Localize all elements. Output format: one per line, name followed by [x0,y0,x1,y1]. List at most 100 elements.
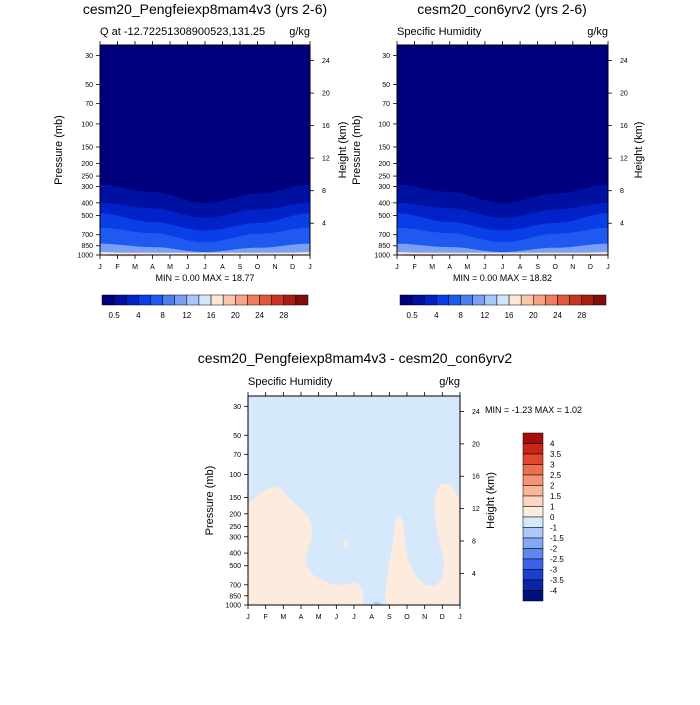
month-label: A [220,264,225,271]
height-tick-label: 24 [472,409,480,416]
colorbar-swatch [125,294,139,306]
pressure-tick-label: 300 [229,534,241,541]
colorbar-swatch [581,294,595,306]
height-tick-label: 4 [472,571,476,578]
colorbar-swatch [520,294,534,306]
y-axis-label: Pressure (mb) [53,115,65,185]
colorbar-label: 0.5 [109,311,121,320]
month-label: J [98,264,102,271]
month-label: S [387,614,392,621]
pressure-tick-label: 1000 [225,603,241,610]
height-tick-label: 24 [620,58,628,65]
colorbar-swatch [522,506,544,518]
pressure-tick-label: 100 [378,121,390,128]
colorbar-swatch [138,294,151,306]
month-label: M [464,264,470,271]
height-tick-label: 4 [322,221,326,228]
height-tick-label: 8 [620,188,624,195]
min-max-stats: MIN = 0.00 MAX = 18.77 [155,273,254,283]
colorbar-swatch [522,453,544,465]
colorbar-swatch [162,294,175,306]
colorbar-swatch [522,432,544,444]
colorbar-swatch [522,537,544,549]
month-label: J [501,264,505,271]
colorbar-label: 16 [207,311,216,320]
colorbar-label: 2.5 [550,471,562,480]
colorbar-label: 4 [550,440,555,449]
pressure-tick-label: 200 [81,161,93,168]
panel-1: cesm20_Pengfeiexp8mam4v3 (yrs 2-6) Q at -… [53,1,349,271]
chart-title: cesm20_Pengfeiexp8mam4v3 - cesm20_con6yr… [198,350,513,366]
pressure-tick-label: 70 [382,101,390,108]
month-label: M [132,264,138,271]
colorbar-swatch [271,294,285,306]
month-label: F [264,614,268,621]
colorbar-label: 28 [279,311,288,320]
month-label: M [167,264,173,271]
colorbar-swatch [150,294,163,306]
colorbar-swatch [198,294,212,306]
pressure-tick-label: 850 [229,593,241,600]
month-label: J [246,614,250,621]
month-label: J [335,614,339,621]
month-label: O [255,264,261,271]
colorbar-swatch [522,579,544,591]
subtitle-units: g/kg [439,376,460,388]
panel-3: cesm20_Pengfeiexp8mam4v3 - cesm20_con6yr… [198,350,513,621]
humidity-band [397,243,608,255]
height-tick-label: 16 [472,474,480,481]
pressure-tick-label: 500 [229,563,241,570]
diff-positive-region [248,487,364,605]
pressure-tick-label: 30 [382,53,390,60]
pressure-tick-label: 150 [229,495,241,502]
colorbar-label: 2 [550,482,555,491]
colorbar-swatch [222,294,236,306]
subtitle-left: Specific Humidity [248,376,333,388]
colorbar-label: 12 [182,311,191,320]
colorbar-label: 24 [553,311,562,320]
pressure-tick-label: 100 [81,121,93,128]
colorbar-swatch [496,294,510,306]
pressure-tick-label: 400 [378,200,390,207]
month-label: S [535,264,540,271]
month-label: N [422,614,427,621]
pressure-tick-label: 200 [229,511,241,518]
colorbar-swatch [235,294,248,306]
height-tick-label: 20 [322,91,330,98]
pressure-tick-label: 1000 [77,253,93,260]
colorbar-swatch [259,294,272,306]
colorbar-swatch [508,294,522,306]
month-label: M [429,264,435,271]
colorbar-swatch [295,294,309,306]
pressure-tick-label: 30 [85,53,93,60]
pressure-tick-label: 850 [378,243,390,250]
height-tick-label: 8 [472,538,476,545]
colorbar-swatch [522,464,544,476]
colorbar-label: 8 [458,311,463,320]
colorbar-label: 16 [505,311,514,320]
colorbar-label: 1.5 [550,492,562,501]
diff-positive-region [385,483,460,605]
colorbar-swatch [557,294,570,306]
pressure-tick-label: 500 [81,213,93,220]
pressure-tick-label: 300 [378,184,390,191]
pressure-tick-label: 700 [378,232,390,239]
colorbar-label: 3.5 [550,450,562,459]
height-tick-label: 12 [472,506,480,513]
colorbar-label: 4 [434,311,439,320]
chart-title: cesm20_con6yrv2 (yrs 2-6) [417,1,587,17]
pressure-tick-label: 200 [378,161,390,168]
pressure-tick-label: 100 [229,472,241,479]
colorbar-swatch [186,294,200,306]
colorbar-label: -1.5 [550,534,564,543]
y-axis-label: Pressure (mb) [351,115,363,185]
pressure-tick-label: 1000 [374,253,390,260]
colorbar-swatch [545,294,558,306]
pressure-tick-label: 150 [378,145,390,152]
colorbar-label: -3 [550,566,558,575]
panel-2: cesm20_con6yrv2 (yrs 2-6) Specific Humidi… [351,1,645,271]
colorbar-swatch [283,294,297,306]
colorbar-swatch [522,590,544,602]
colorbar-label: 24 [255,311,264,320]
